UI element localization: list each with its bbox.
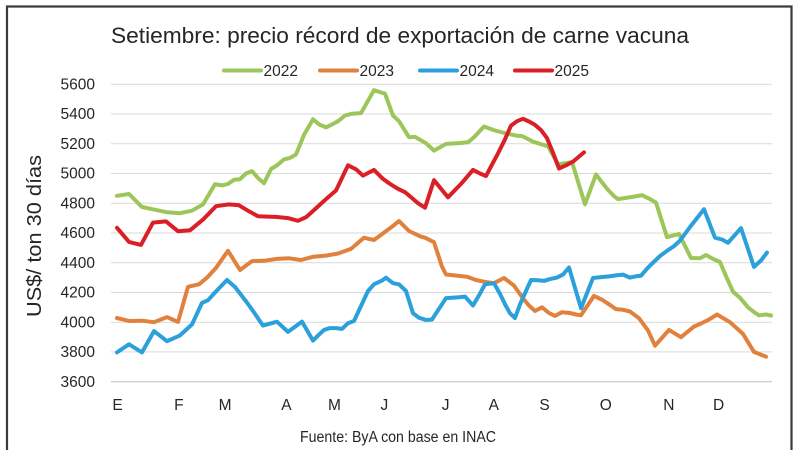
svg-text:5400: 5400 [61, 106, 96, 123]
svg-text:US$/ ton 30 días: US$/ ton 30 días [24, 155, 46, 317]
svg-text:2023: 2023 [360, 63, 394, 80]
svg-text:E: E [112, 397, 122, 414]
svg-text:2022: 2022 [264, 63, 298, 80]
svg-text:Setiembre: precio récord de ex: Setiembre: precio récord de exportación … [111, 23, 690, 48]
svg-text:5200: 5200 [61, 136, 96, 153]
svg-text:4400: 4400 [61, 255, 96, 272]
svg-text:O: O [600, 397, 612, 414]
svg-text:M: M [219, 397, 232, 414]
svg-text:A: A [489, 397, 500, 414]
svg-text:F: F [174, 397, 183, 414]
svg-text:J: J [442, 397, 450, 414]
svg-text:5600: 5600 [61, 77, 96, 94]
svg-text:2024: 2024 [460, 63, 495, 80]
svg-text:2025: 2025 [555, 63, 589, 80]
svg-text:Fuente: ByA con base en INAC: Fuente: ByA con base en INAC [300, 429, 496, 446]
svg-text:5000: 5000 [61, 166, 96, 183]
svg-text:3600: 3600 [61, 374, 96, 391]
svg-text:4200: 4200 [61, 285, 96, 302]
svg-text:D: D [713, 397, 724, 414]
svg-text:A: A [281, 397, 292, 414]
svg-text:N: N [663, 397, 674, 414]
svg-text:M: M [328, 397, 341, 414]
svg-text:4000: 4000 [61, 314, 96, 331]
svg-text:J: J [381, 397, 389, 414]
svg-text:4800: 4800 [61, 195, 96, 212]
svg-text:S: S [539, 397, 549, 414]
svg-text:4600: 4600 [61, 225, 96, 242]
svg-text:3800: 3800 [61, 344, 96, 361]
